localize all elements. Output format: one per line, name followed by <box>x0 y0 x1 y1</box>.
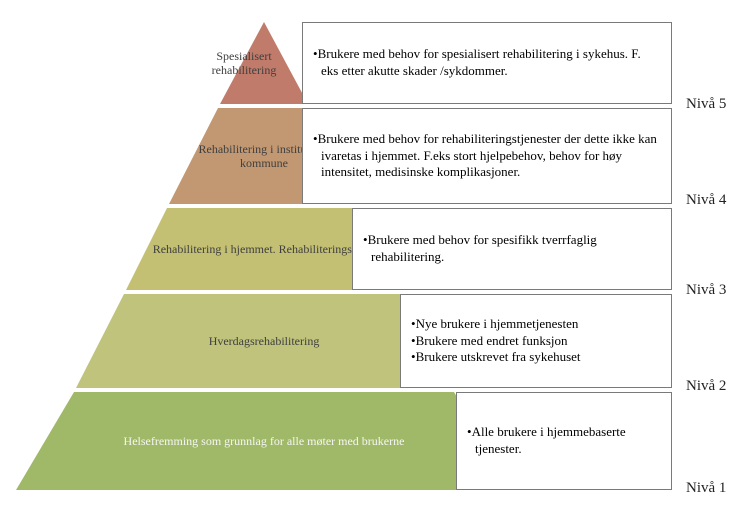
pyramid-slice-1: Helsefremming som grunnlag for alle møte… <box>16 392 512 490</box>
pyramid-slice-5: Spesialisert rehabilitering <box>220 22 308 104</box>
pyramid-title-5: Spesialisert rehabilitering <box>180 22 308 104</box>
bullet: Brukere med endret funksjon <box>411 333 581 350</box>
pyramid-slice-2: Hverdagsrehabilitering <box>76 294 452 388</box>
pyramid-desc-2: Nye brukere i hjemmetjenestenBrukere med… <box>400 294 672 388</box>
bullet: Brukere med behov for spesifikk tverrfag… <box>363 232 661 266</box>
pyramid-title-1: Helsefremming som grunnlag for alle møte… <box>16 392 512 490</box>
level-label-3: Nivå 3 <box>686 282 726 299</box>
pyramid-level-3: Rehabilitering i hjemmet. Rehabilitering… <box>0 208 402 290</box>
level-label-4: Nivå 4 <box>686 192 726 209</box>
pyramid-level-5: Spesialisert rehabiliteringBrukere med b… <box>0 22 308 104</box>
pyramid-desc-5: Brukere med behov for spesialisert rehab… <box>302 22 672 104</box>
pyramid-title-2: Hverdagsrehabilitering <box>76 294 452 388</box>
pyramid-desc-3: Brukere med behov for spesifikk tverrfag… <box>352 208 672 290</box>
pyramid-chart: Spesialisert rehabiliteringBrukere med b… <box>0 0 746 522</box>
pyramid-desc-1: Alle brukere i hjemmebaserte tjenester. <box>456 392 672 490</box>
level-label-2: Nivå 2 <box>686 378 726 395</box>
pyramid-level-4: Rehabilitering i institusjon, kommuneBru… <box>0 108 359 204</box>
pyramid-desc-4: Brukere med behov for rehabiliteringstje… <box>302 108 672 204</box>
bullet: Nye brukere i hjemmetjenesten <box>411 316 581 333</box>
level-label-1: Nivå 1 <box>686 480 726 497</box>
pyramid-level-1: Helsefremming som grunnlag for alle møte… <box>0 392 512 490</box>
bullet: Brukere med behov for spesialisert rehab… <box>313 46 661 80</box>
bullet: Brukere utskrevet fra sykehuset <box>411 349 581 366</box>
bullet: Brukere med behov for rehabiliteringstje… <box>313 131 661 182</box>
bullet: Alle brukere i hjemmebaserte tjenester. <box>467 424 661 458</box>
pyramid-level-2: HverdagsrehabiliteringNye brukere i hjem… <box>0 294 452 388</box>
level-label-5: Nivå 5 <box>686 96 726 113</box>
